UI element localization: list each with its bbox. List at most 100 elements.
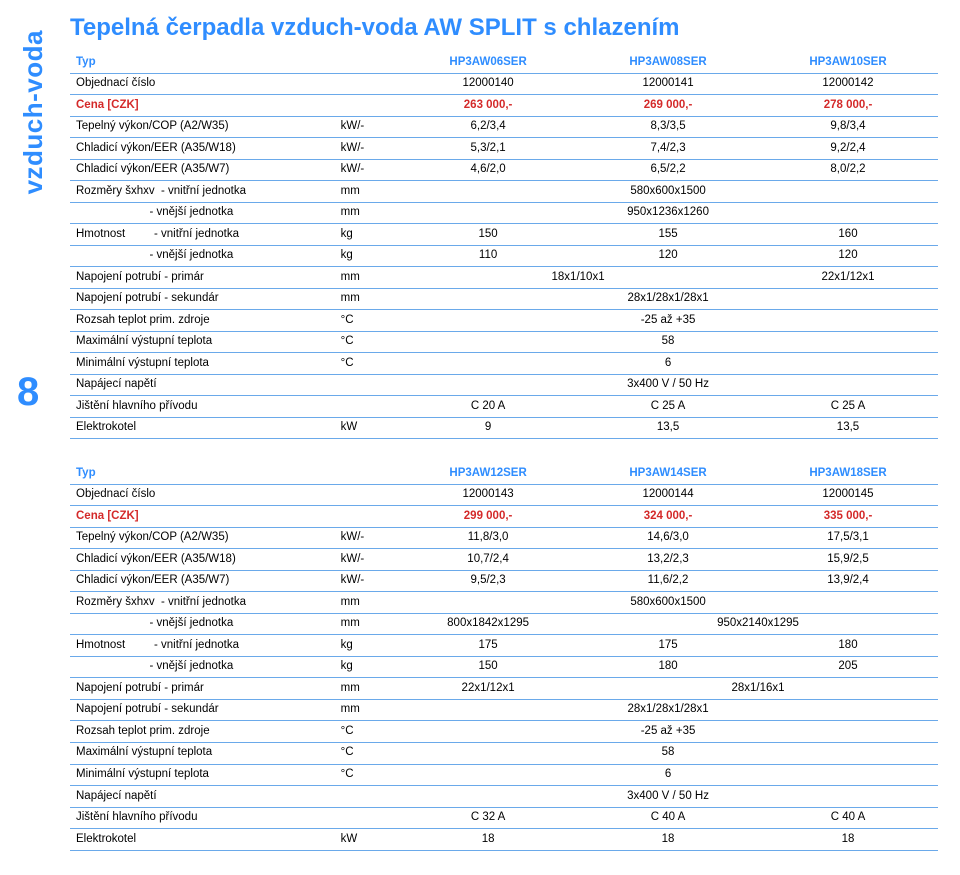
cell: 269 000,- [578, 95, 758, 117]
cell: 28x1/28x1/28x1 [398, 699, 938, 721]
col-model: HP3AW06SER [398, 52, 578, 73]
row-label: Chladicí výkon/EER (A35/W7) [70, 570, 335, 592]
table-row: - vnější jednotka kg 110 120 120 [70, 245, 938, 267]
unit: kW/- [335, 570, 399, 592]
cell: C 25 A [578, 396, 758, 418]
row-label: Hmotnost - vnitřní jednotka [70, 635, 335, 657]
cell: 7,4/2,3 [578, 138, 758, 160]
cell: 263 000,- [398, 95, 578, 117]
table-row: Chladicí výkon/EER (A35/W7) kW/- 9,5/2,3… [70, 570, 938, 592]
cell: 17,5/3,1 [758, 527, 938, 549]
unit: mm [335, 613, 399, 635]
unit: °C [335, 310, 399, 332]
cell: 12000140 [398, 73, 578, 95]
col-model: HP3AW12SER [398, 463, 578, 484]
row-label: Napájecí napětí [70, 374, 398, 396]
cell: 28x1/16x1 [578, 678, 938, 700]
row-label: Rozměry šxhxv - vnitřní jednotka [70, 592, 335, 614]
unit: kg [335, 224, 399, 246]
content: Tepelná čerpadla vzduch-voda AW SPLIT s … [70, 14, 938, 875]
unit: kW [335, 829, 399, 851]
row-label: Hmotnost - vnitřní jednotka [70, 224, 335, 246]
cell: 18 [578, 829, 758, 851]
cell: 950x2140x1295 [578, 613, 938, 635]
unit: mm [335, 181, 399, 203]
cell: 8,0/2,2 [758, 159, 938, 181]
col-model: HP3AW18SER [758, 463, 938, 484]
cell: 9,5/2,3 [398, 570, 578, 592]
table-row: Jištění hlavního přívodu C 32 A C 40 A C… [70, 807, 938, 829]
row-label: - vnější jednotka [70, 656, 335, 678]
cell: 13,5 [578, 417, 758, 439]
cell: 6 [398, 353, 938, 375]
unit: mm [335, 202, 399, 224]
cell: 18x1/10x1 [398, 267, 758, 289]
cell: 120 [758, 245, 938, 267]
cell: 15,9/2,5 [758, 549, 938, 571]
price-row: Cena [CZK] 299 000,- 324 000,- 335 000,- [70, 506, 938, 528]
cell: 155 [578, 224, 758, 246]
row-label: Chladicí výkon/EER (A35/W7) [70, 159, 335, 181]
spec-table-1: Typ HP3AW06SER HP3AW08SER HP3AW10SER Obj… [70, 52, 938, 439]
cell: C 40 A [758, 807, 938, 829]
cell: C 32 A [398, 807, 578, 829]
unit: mm [335, 678, 399, 700]
unit: kg [335, 656, 399, 678]
unit: mm [335, 288, 399, 310]
cell: 580x600x1500 [398, 181, 938, 203]
table-row: Maximální výstupní teplota °C 58 [70, 331, 938, 353]
table-row: Minimální výstupní teplota °C 6 [70, 764, 938, 786]
table-row: Hmotnost - vnitřní jednotka kg 175 175 1… [70, 635, 938, 657]
cell: 22x1/12x1 [398, 678, 578, 700]
col-model: HP3AW08SER [578, 52, 758, 73]
page-number: 8 [17, 370, 39, 415]
unit: mm [335, 699, 399, 721]
cell: 278 000,- [758, 95, 938, 117]
cell: 205 [758, 656, 938, 678]
cell: 160 [758, 224, 938, 246]
cell: 4,6/2,0 [398, 159, 578, 181]
price-row: Cena [CZK] 263 000,- 269 000,- 278 000,- [70, 95, 938, 117]
row-label: Chladicí výkon/EER (A35/W18) [70, 138, 335, 160]
table-row: Chladicí výkon/EER (A35/W18) kW/- 10,7/2… [70, 549, 938, 571]
table-row: Rozměry šxhxv - vnitřní jednotka mm 580x… [70, 592, 938, 614]
cell: 5,3/2,1 [398, 138, 578, 160]
unit: kW/- [335, 527, 399, 549]
cell: 12000142 [758, 73, 938, 95]
cell: 9,8/3,4 [758, 116, 938, 138]
sidebar-label: vzduch-voda [18, 30, 49, 194]
unit: kW [335, 417, 399, 439]
table-row: Rozsah teplot prim. zdroje °C -25 až +35 [70, 310, 938, 332]
cell: 3x400 V / 50 Hz [398, 786, 938, 808]
table-row: Napojení potrubí - primár mm 22x1/12x1 2… [70, 678, 938, 700]
cell: C 40 A [578, 807, 758, 829]
unit: °C [335, 721, 399, 743]
cell: 950x1236x1260 [398, 202, 938, 224]
table-header-row: Typ HP3AW12SER HP3AW14SER HP3AW18SER [70, 463, 938, 484]
cell: 6,2/3,4 [398, 116, 578, 138]
row-label: Elektrokotel [70, 829, 335, 851]
row-label: Tepelný výkon/COP (A2/W35) [70, 527, 335, 549]
table-row: Napájecí napětí 3x400 V / 50 Hz [70, 374, 938, 396]
cell: 6 [398, 764, 938, 786]
cell: -25 až +35 [398, 721, 938, 743]
table-row: Minimální výstupní teplota °C 6 [70, 353, 938, 375]
row-label: Objednací číslo [70, 73, 398, 95]
row-label: Chladicí výkon/EER (A35/W18) [70, 549, 335, 571]
col-model: HP3AW10SER [758, 52, 938, 73]
unit: °C [335, 331, 399, 353]
table-row: Rozměry šxhxv - vnitřní jednotka mm 580x… [70, 181, 938, 203]
row-label: Napojení potrubí - sekundár [70, 699, 335, 721]
cell: 335 000,- [758, 506, 938, 528]
cell: 120 [578, 245, 758, 267]
cell: 110 [398, 245, 578, 267]
cell: 10,7/2,4 [398, 549, 578, 571]
row-label: Tepelný výkon/COP (A2/W35) [70, 116, 335, 138]
row-label: Napájecí napětí [70, 786, 398, 808]
unit: °C [335, 764, 399, 786]
table-row: - vnější jednotka kg 150 180 205 [70, 656, 938, 678]
cell: 18 [398, 829, 578, 851]
cell: 13,5 [758, 417, 938, 439]
cell: 150 [398, 224, 578, 246]
table-row: Hmotnost - vnitřní jednotka kg 150 155 1… [70, 224, 938, 246]
